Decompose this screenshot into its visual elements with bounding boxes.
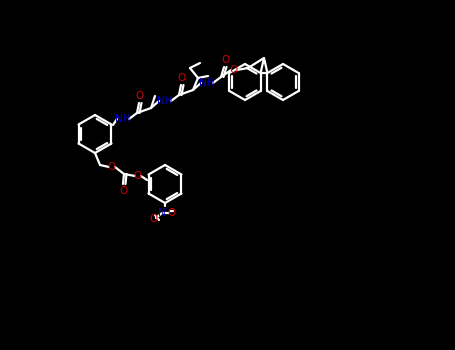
Text: O: O	[136, 91, 144, 101]
Text: O: O	[134, 171, 142, 181]
Text: NH: NH	[199, 78, 215, 88]
Text: O: O	[120, 186, 128, 196]
Text: O: O	[150, 214, 158, 224]
Text: O: O	[221, 55, 229, 65]
Text: N: N	[158, 208, 166, 218]
Text: O: O	[178, 73, 186, 83]
Text: O: O	[168, 208, 176, 218]
Text: O: O	[108, 162, 116, 172]
Text: O: O	[230, 65, 238, 75]
Text: NH: NH	[115, 114, 131, 124]
Text: NH: NH	[157, 96, 173, 106]
